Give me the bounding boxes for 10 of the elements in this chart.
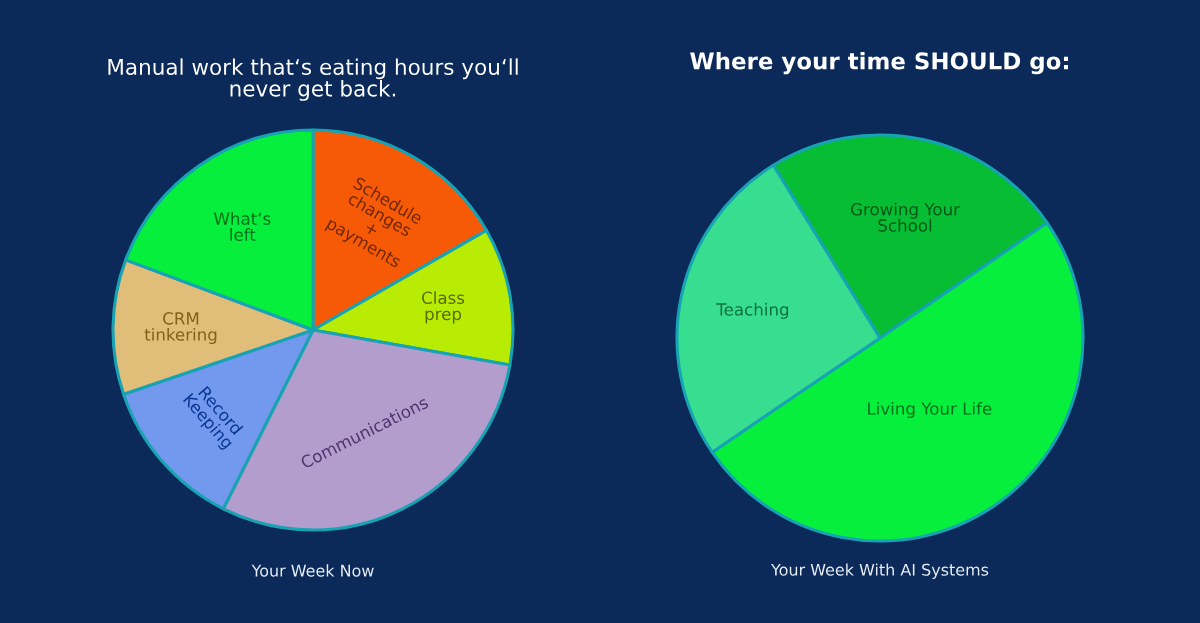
chart-title: Where your time SHOULD go: (690, 51, 1069, 75)
text: Your Week Now (251, 564, 374, 577)
slice-label: CRM tinkering (144, 312, 217, 345)
slice-label: Living Your Life (868, 401, 992, 419)
text: Your Week With AI Systems (771, 563, 989, 579)
slice-label: Teaching (716, 302, 789, 319)
slice-label: What‘s left (214, 211, 271, 241)
slice-label: Class prep (422, 291, 465, 324)
slice-label: Growing Your School (851, 202, 960, 232)
chart-title: Manual work that‘s eating hours you‘ll never get back. (108, 58, 518, 101)
